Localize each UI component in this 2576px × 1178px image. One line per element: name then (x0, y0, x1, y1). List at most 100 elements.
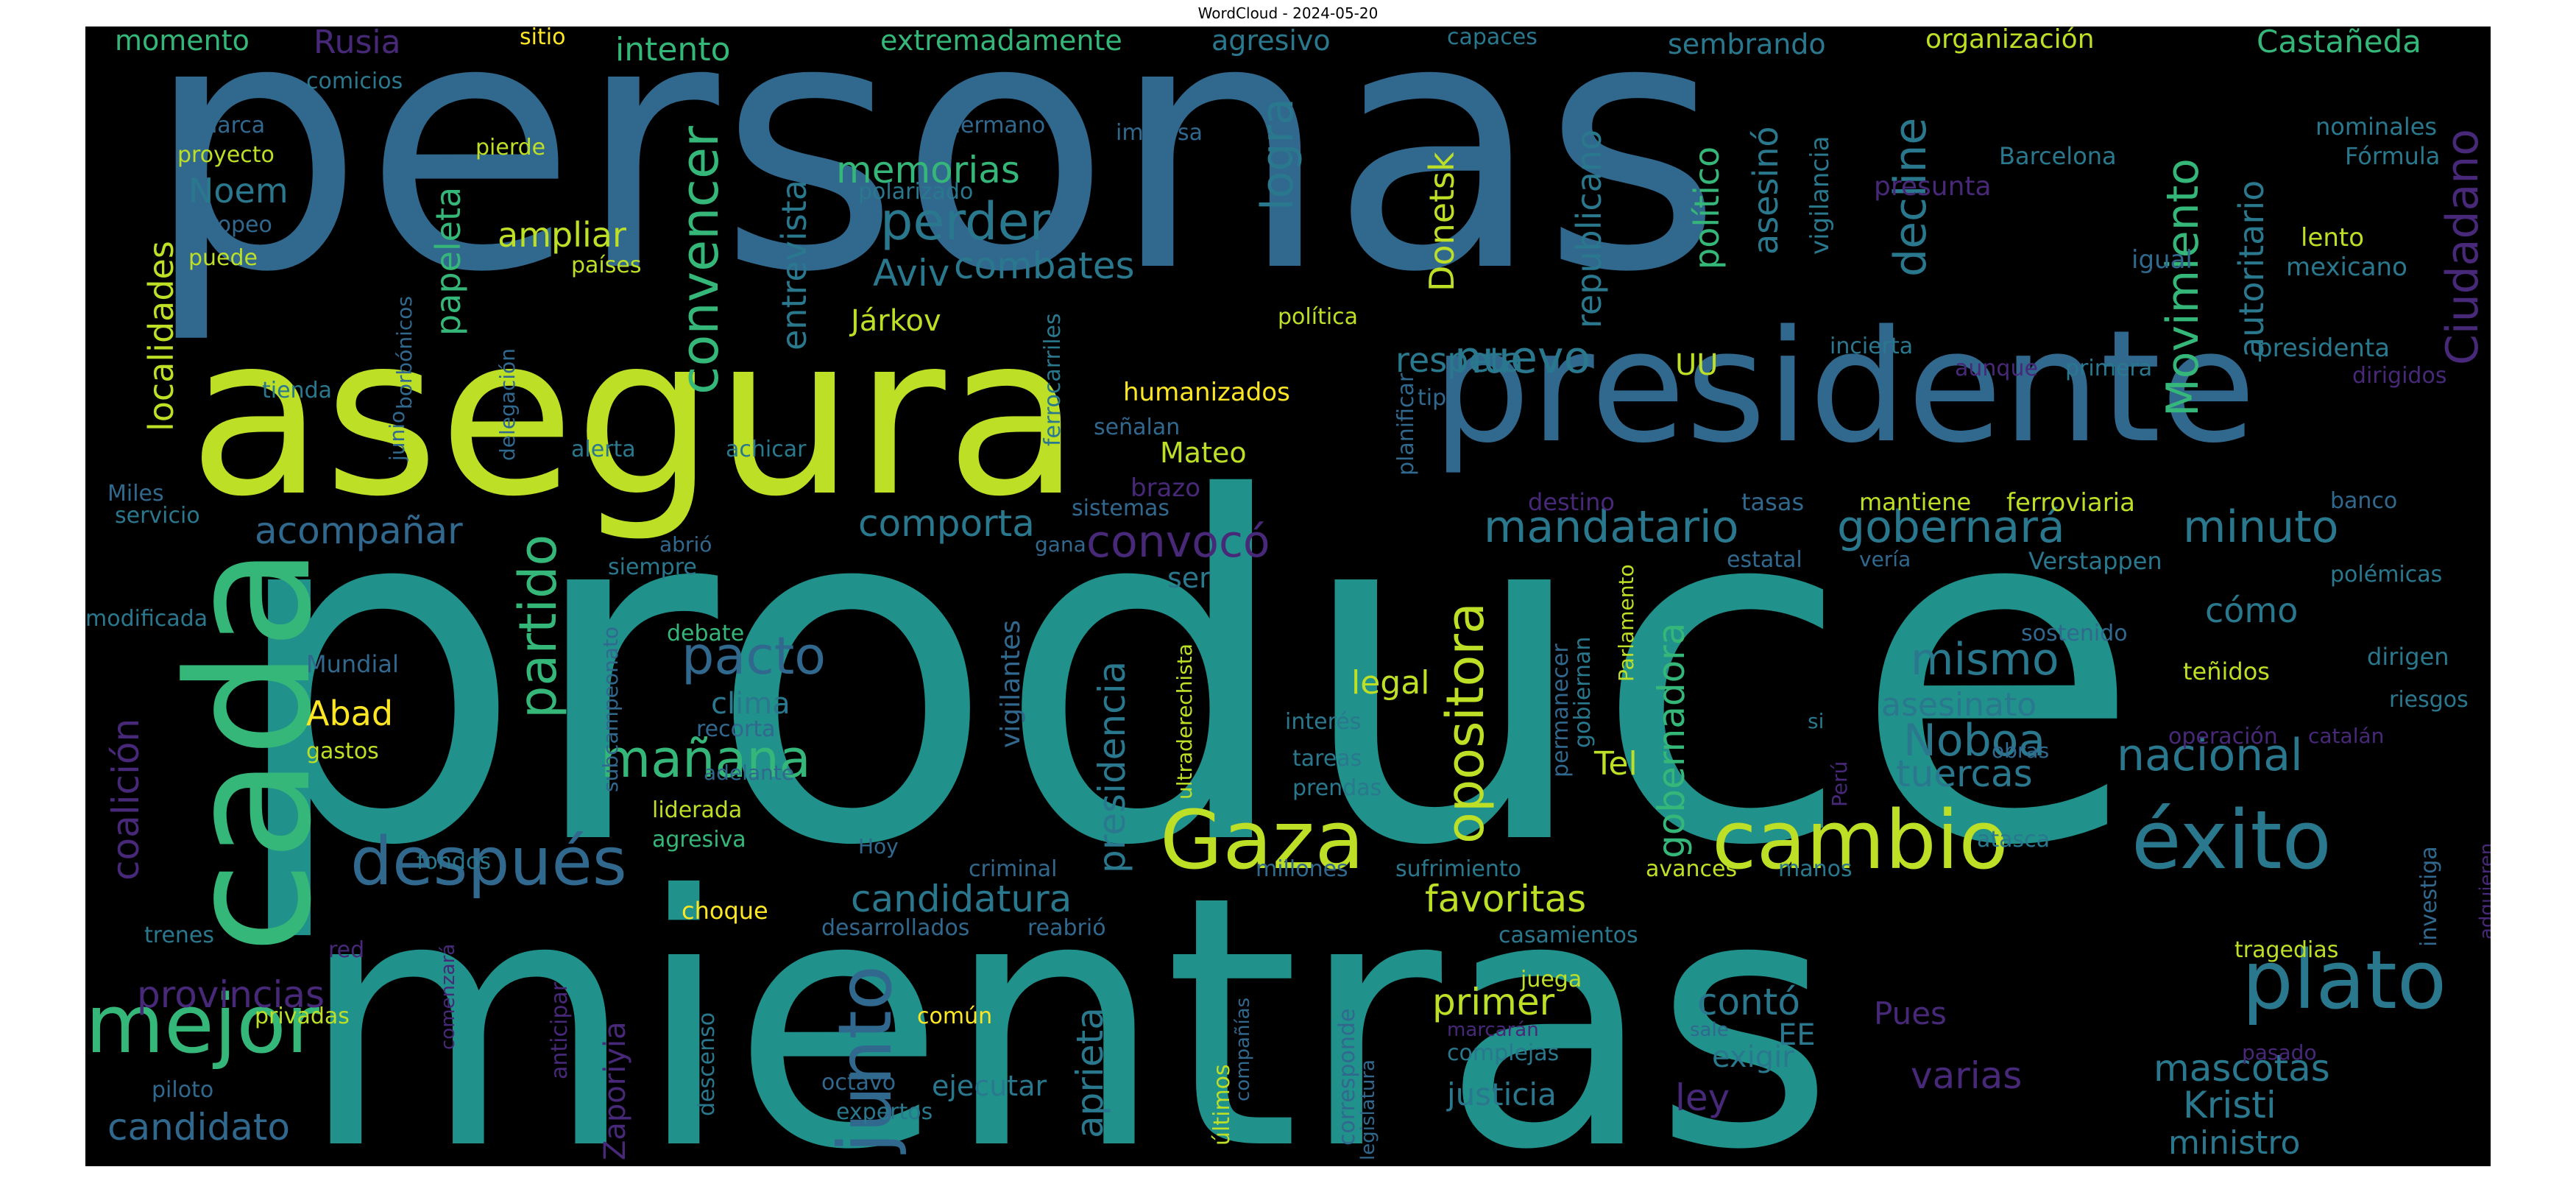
word-sistemas: sistemas (1072, 495, 1170, 521)
word-movimiento: Movimiento (2157, 158, 2209, 417)
word-pacto: pacto (682, 626, 827, 686)
word-privadas: privadas (255, 1004, 350, 1029)
word-tienda: tienda (262, 378, 332, 403)
word-tenidos: teñidos (2183, 657, 2270, 685)
word-descenso: descenso (694, 1012, 720, 1116)
word-incierta: incierta (1830, 334, 1914, 359)
word-mandatario: mandatario (1484, 501, 1739, 553)
word-criminal: criminal (969, 856, 1058, 882)
word-ee: EE (1778, 1018, 1816, 1052)
word-fondos: fondos (417, 849, 491, 875)
word-alerta: alerta (571, 437, 636, 462)
word-republicano: republicano (1569, 129, 1609, 328)
word-autoritario: autoritario (2232, 180, 2271, 358)
word-pues: Pues (1874, 995, 1947, 1031)
word-adelante: adelante (704, 761, 795, 785)
word-prendas: prendas (1292, 775, 1382, 801)
word-adquieren: adquieren (2476, 842, 2491, 939)
word-asegura: asegura (188, 288, 1081, 545)
word-legislatura: legislatura (1357, 1059, 1379, 1160)
word-asesino: asesinó (1746, 126, 1786, 255)
word-jarkov: Járkov (851, 304, 941, 338)
word-senalan: señalan (1094, 415, 1181, 440)
word-comenzara: comenzará (437, 943, 459, 1050)
word-si: si (1808, 709, 1825, 733)
word-casamientos: casamientos (1498, 923, 1638, 948)
word-presunta: presunta (1874, 172, 1992, 202)
word-perder: perder (880, 191, 1051, 252)
word-servicio: servicio (115, 503, 200, 529)
word-debate: debate (667, 621, 745, 646)
word-gaza: Gaza (1160, 793, 1365, 887)
word-legal: legal (1351, 664, 1430, 702)
word-gana: gana (1035, 532, 1086, 557)
word-comun: común (917, 1004, 993, 1029)
word-tragedias: tragedias (2234, 937, 2339, 963)
word-exigir: exigir (1712, 1040, 1794, 1074)
word-peru: Perú (1827, 761, 1852, 807)
word-veria: vería (1859, 547, 1911, 571)
word-ferrocarriles: ferrocarriles (1040, 313, 1066, 446)
word-millones: millones (1256, 856, 1348, 882)
word-manana: mañana (601, 729, 811, 789)
word-investiga: investiga (2416, 846, 2442, 947)
word-tuercas: tuercas (1896, 752, 2033, 795)
word-rusia: Rusia (314, 27, 401, 61)
word-mejor: mejor (85, 977, 319, 1071)
word-ejecutar: ejecutar (932, 1070, 1047, 1102)
word-sufrimiento: sufrimiento (1395, 856, 1522, 882)
word-opositora: opositora (1435, 602, 1496, 844)
word-impulsa: impulsa (1116, 120, 1203, 146)
word-favoritas: favoritas (1425, 878, 1587, 920)
word-mantiene: mantiene (1859, 488, 1972, 516)
word-papeleta: papeleta (428, 186, 468, 336)
word-sitio: sitio (520, 27, 566, 50)
word-asesinato: asesinato (1881, 686, 2037, 724)
word-comporta: comporta (858, 502, 1035, 545)
word-atasca: atasca (1977, 827, 2050, 853)
word-comicios: comicios (306, 68, 403, 94)
word-barcelona: Barcelona (1999, 142, 2117, 170)
word-expertos: expertos (836, 1099, 933, 1125)
word-ciudadano: Ciudadano (2437, 128, 2488, 365)
word-hoy: Hoy (858, 834, 899, 858)
word-candidatura: candidatura (851, 878, 1072, 920)
word-partido: partido (508, 534, 568, 719)
word-marca: marca (196, 113, 266, 138)
word-octavo: octavo (821, 1070, 896, 1096)
word-exito: éxito (2131, 793, 2332, 887)
word-convencer: convencer (670, 126, 730, 395)
word-corresponde: corresponde (1334, 1008, 1360, 1146)
word-produce: produce (225, 400, 2142, 948)
word-agresiva: agresiva (652, 827, 746, 853)
word-tareas: tareas (1292, 746, 1362, 772)
word-junio: junio (385, 410, 409, 461)
word-primer: primer (1432, 981, 1555, 1023)
word-riesgos: riesgos (2389, 687, 2469, 713)
word-parlamento: Parlamento (1614, 564, 1638, 682)
word-momento: momento (115, 27, 250, 57)
word-humanizados: humanizados (1123, 378, 1290, 407)
word-donetsk: Donetsk (1422, 152, 1462, 292)
word-miles: Miles (107, 481, 164, 507)
word-mismo: mismo (1911, 634, 2059, 685)
word-permanecer: permanecer (1548, 643, 1574, 777)
word-borbonicos: borbónicos (392, 296, 417, 409)
word-agresivo: agresivo (1211, 27, 1331, 57)
word-avances: avances (1646, 856, 1738, 882)
word-reabrio: reabrió (1027, 915, 1106, 941)
word-desarrollados: desarrollados (821, 915, 970, 941)
word-anticipar: anticipar (547, 981, 573, 1079)
word-uu: UU (1675, 348, 1719, 382)
word-liderada: liderada (652, 797, 743, 823)
word-delegacion: delegación (495, 348, 520, 461)
word-dirigen: dirigen (2367, 643, 2449, 671)
word-varias: varias (1911, 1054, 2023, 1097)
word-cambio: cambio (1712, 793, 2009, 887)
word-politica: política (1278, 304, 1359, 330)
word-banco: banco (2330, 488, 2398, 514)
word-logra: logra (1252, 98, 1303, 211)
word-tipo: tipo (1418, 385, 1460, 411)
word-polemicas: polémicas (2330, 562, 2443, 588)
word-lento: lento (2301, 223, 2365, 253)
